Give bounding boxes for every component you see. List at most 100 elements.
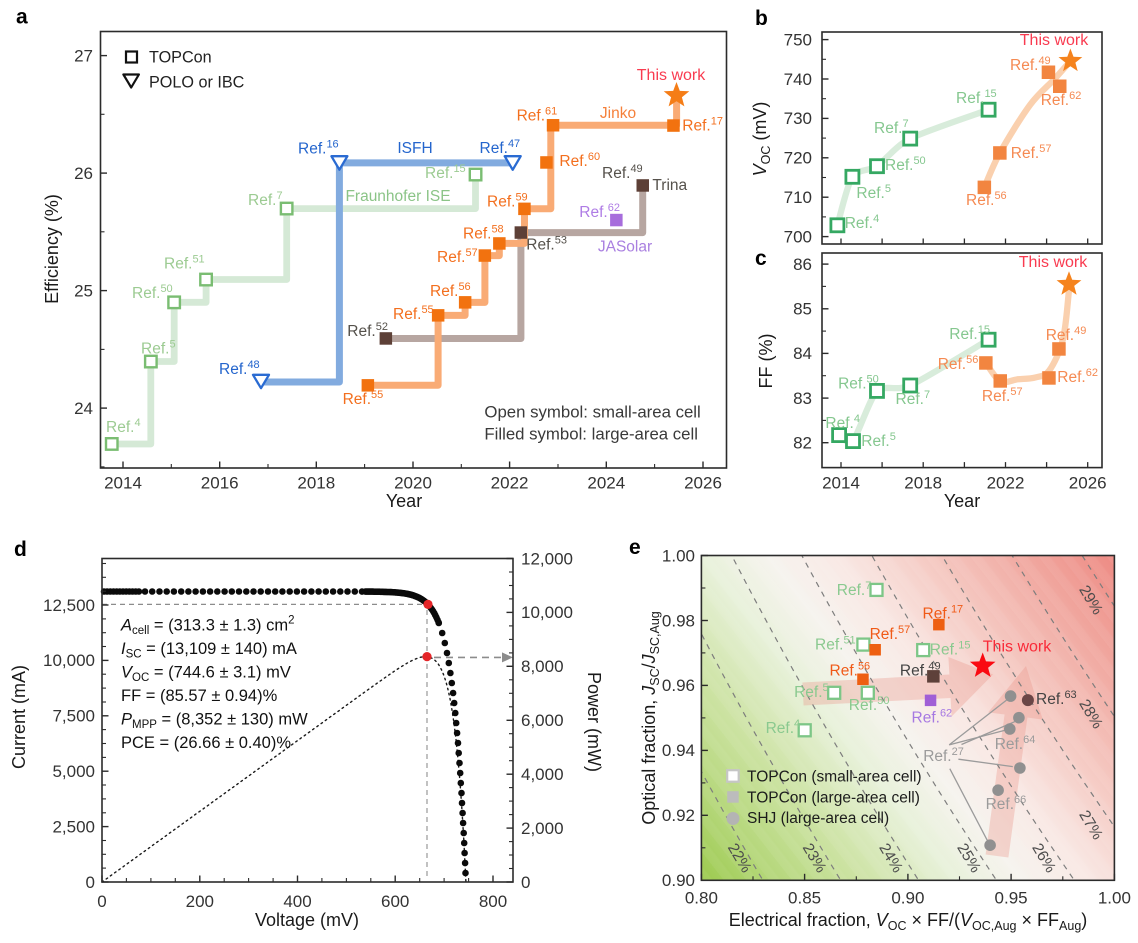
svg-text:TOPCon (small-area cell): TOPCon (small-area cell) xyxy=(747,769,922,786)
svg-text:c: c xyxy=(755,247,767,270)
svg-text:Electrical fraction, VOC × FF/: Electrical fraction, VOC × FF/(VOC,Aug ×… xyxy=(729,910,1088,933)
svg-text:0.96: 0.96 xyxy=(662,676,695,695)
svg-text:0: 0 xyxy=(97,892,106,911)
svg-text:800: 800 xyxy=(479,892,507,911)
svg-text:4,000: 4,000 xyxy=(521,765,564,784)
svg-text:Ref.4: Ref.4 xyxy=(766,718,801,737)
svg-text:2016: 2016 xyxy=(201,474,239,493)
svg-text:Ref.7: Ref.7 xyxy=(896,389,931,408)
svg-text:b: b xyxy=(755,7,768,30)
svg-text:0.94: 0.94 xyxy=(662,741,695,760)
svg-text:TOPCon: TOPCon xyxy=(149,49,212,67)
svg-text:PCE = (26.66 ± 0.40)%: PCE = (26.66 ± 0.40)% xyxy=(121,734,291,752)
svg-text:24: 24 xyxy=(74,399,93,418)
svg-text:26: 26 xyxy=(74,164,93,183)
svg-text:12,000: 12,000 xyxy=(521,549,573,568)
svg-text:0.90: 0.90 xyxy=(662,871,695,890)
svg-text:ISFH: ISFH xyxy=(397,140,432,157)
svg-text:Ref.5: Ref.5 xyxy=(861,431,896,450)
svg-text:200: 200 xyxy=(186,892,214,911)
svg-text:710: 710 xyxy=(784,188,812,207)
svg-text:2022: 2022 xyxy=(987,474,1025,493)
svg-text:2020: 2020 xyxy=(394,474,432,493)
svg-text:0.90: 0.90 xyxy=(891,889,924,908)
svg-text:SHJ (large-area cell): SHJ (large-area cell) xyxy=(747,810,889,827)
svg-text:Power (mW): Power (mW) xyxy=(584,672,604,772)
svg-text:2026: 2026 xyxy=(1069,474,1107,493)
svg-text:6,000: 6,000 xyxy=(521,711,564,730)
svg-text:2,000: 2,000 xyxy=(521,819,564,838)
svg-text:10,000: 10,000 xyxy=(43,651,95,670)
svg-text:10,000: 10,000 xyxy=(521,603,573,622)
svg-text:Ref.4: Ref.4 xyxy=(845,213,880,232)
svg-text:2018: 2018 xyxy=(297,474,335,493)
svg-text:85: 85 xyxy=(793,300,812,319)
svg-text:750: 750 xyxy=(784,30,812,49)
svg-text:2022: 2022 xyxy=(491,474,529,493)
svg-text:0.80: 0.80 xyxy=(685,889,718,908)
svg-text:d: d xyxy=(14,538,27,561)
svg-text:This work: This work xyxy=(1020,32,1089,49)
svg-text:POLO or IBC: POLO or IBC xyxy=(149,74,245,92)
svg-text:TOPCon (large-area cell): TOPCon (large-area cell) xyxy=(747,789,920,806)
svg-text:86: 86 xyxy=(793,255,812,274)
svg-text:2014: 2014 xyxy=(822,474,860,493)
svg-text:This work: This work xyxy=(1019,254,1088,271)
svg-text:ISC = (13,109 ± 140) mA: ISC = (13,109 ± 140) mA xyxy=(121,640,297,661)
svg-text:Ref.5: Ref.5 xyxy=(794,682,829,701)
svg-text:Ref.7: Ref.7 xyxy=(837,580,872,599)
svg-text:This work: This work xyxy=(637,67,706,84)
svg-text:Ref.7: Ref.7 xyxy=(248,190,283,209)
svg-text:740: 740 xyxy=(784,70,812,89)
svg-text:Current (mA): Current (mA) xyxy=(9,665,29,769)
svg-text:400: 400 xyxy=(283,892,311,911)
svg-text:8,000: 8,000 xyxy=(521,657,564,676)
svg-text:0: 0 xyxy=(521,873,530,892)
svg-text:0.92: 0.92 xyxy=(662,806,695,825)
svg-text:VOC (mV): VOC (mV) xyxy=(750,102,773,177)
svg-text:Filled symbol: large-area cell: Filled symbol: large-area cell xyxy=(484,425,698,444)
svg-text:84: 84 xyxy=(793,344,812,363)
svg-text:a: a xyxy=(16,6,28,29)
svg-text:Ref.7: Ref.7 xyxy=(874,118,909,137)
svg-text:2024: 2024 xyxy=(587,474,625,493)
svg-text:Voltage (mV): Voltage (mV) xyxy=(255,910,359,930)
svg-text:720: 720 xyxy=(784,149,812,168)
svg-text:1.00: 1.00 xyxy=(662,546,695,565)
svg-text:Open symbol: small-area cell: Open symbol: small-area cell xyxy=(484,403,700,422)
svg-text:Year: Year xyxy=(944,491,980,511)
svg-text:2018: 2018 xyxy=(904,474,942,493)
svg-text:2,500: 2,500 xyxy=(52,817,95,836)
svg-text:JASolar: JASolar xyxy=(598,239,652,256)
svg-text:600: 600 xyxy=(381,892,409,911)
svg-text:1.00: 1.00 xyxy=(1098,889,1131,908)
svg-text:FF = (85.57 ± 0.94)%: FF = (85.57 ± 0.94)% xyxy=(121,687,278,705)
svg-text:Ref.5: Ref.5 xyxy=(856,183,891,202)
svg-text:82: 82 xyxy=(793,434,812,453)
svg-text:730: 730 xyxy=(784,109,812,128)
svg-text:e: e xyxy=(629,536,641,559)
svg-text:Ref.5: Ref.5 xyxy=(141,339,176,358)
svg-text:VOC = (744.6 ± 3.1) mV: VOC = (744.6 ± 3.1) mV xyxy=(121,664,291,685)
svg-text:27: 27 xyxy=(74,46,93,65)
svg-text:Acell = (313.3 ± 1.3) cm2: Acell = (313.3 ± 1.3) cm2 xyxy=(120,615,295,638)
svg-text:Ref.4: Ref.4 xyxy=(106,417,141,436)
svg-text:Efficiency (%): Efficiency (%) xyxy=(42,194,62,304)
svg-text:Fraunhofer ISE: Fraunhofer ISE xyxy=(345,188,450,205)
svg-text:7,500: 7,500 xyxy=(52,707,95,726)
svg-text:Year: Year xyxy=(386,491,422,511)
svg-text:Trina: Trina xyxy=(652,177,687,194)
svg-text:Optical fraction, JSC/JSC,Aug: Optical fraction, JSC/JSC,Aug xyxy=(639,611,662,825)
svg-text:0: 0 xyxy=(86,873,95,892)
svg-text:0.98: 0.98 xyxy=(662,611,695,630)
svg-text:2026: 2026 xyxy=(684,474,722,493)
svg-text:12,500: 12,500 xyxy=(43,596,95,615)
svg-text:FF (%): FF (%) xyxy=(756,334,776,389)
svg-text:2014: 2014 xyxy=(104,474,142,493)
svg-text:This work: This work xyxy=(983,639,1052,656)
svg-text:0.95: 0.95 xyxy=(995,889,1028,908)
svg-text:0.85: 0.85 xyxy=(788,889,821,908)
svg-text:Jinko: Jinko xyxy=(600,105,636,122)
svg-text:5,000: 5,000 xyxy=(52,762,95,781)
svg-text:Ref.4: Ref.4 xyxy=(825,413,860,432)
